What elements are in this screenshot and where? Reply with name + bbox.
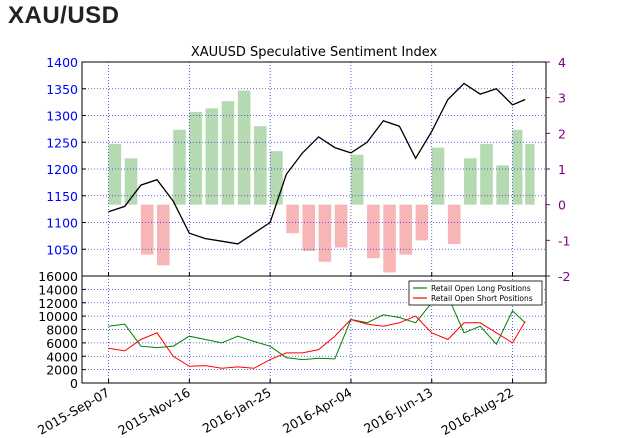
ssi-bar: [334, 204, 348, 248]
ssi-bar: [221, 101, 235, 205]
ssi-tick-label: 0: [558, 198, 566, 213]
ssi-tick-label: 1: [558, 162, 566, 177]
price-tick-label: 1400: [46, 55, 78, 70]
ssi-bar: [205, 108, 219, 205]
ssi-bar: [286, 204, 299, 234]
ssi-bar: [525, 144, 535, 205]
x-tick-label: 2015-Nov-16: [115, 385, 193, 438]
ssi-bar: [173, 129, 186, 205]
x-tick-label: 2015-Sep-07: [35, 385, 112, 438]
price-tick-label: 1050: [46, 242, 78, 257]
positions-tick-label: 4000: [46, 349, 78, 364]
ssi-tick-label: 4: [558, 55, 566, 70]
ssi-tick-label: 3: [558, 91, 566, 106]
short-positions-line: [108, 315, 526, 369]
x-tick-label: 2016-Aug-22: [438, 385, 516, 438]
ssi-bar: [512, 129, 523, 205]
legend-label: Retail Open Short Positions: [431, 294, 533, 303]
x-tick-label: 2016-Jun-13: [361, 385, 435, 436]
price-tick-label: 1300: [46, 109, 78, 124]
positions-tick-label: 6000: [46, 336, 78, 351]
positions-tick-label: 0: [70, 376, 78, 391]
long-positions-line: [108, 295, 526, 361]
positions-tick-label: 16000: [38, 269, 78, 284]
positions-tick-label: 14000: [38, 282, 78, 297]
ssi-tick-label: 2: [558, 126, 566, 141]
ssi-bar: [496, 165, 509, 205]
ssi-bar: [237, 90, 251, 205]
ssi-bar: [189, 111, 202, 205]
price-tick-label: 1250: [46, 135, 78, 150]
positions-tick-label: 10000: [38, 309, 78, 324]
ssi-bar: [447, 204, 461, 244]
ssi-bar: [480, 144, 493, 205]
ssi-bar: [302, 204, 316, 252]
ssi-bar: [157, 204, 170, 266]
price-tick-label: 1350: [46, 82, 78, 97]
ssi-tick-label: -2: [558, 269, 570, 284]
ssi-bar: [253, 126, 267, 205]
ssi-bar: [399, 204, 413, 255]
price-tick-label: 1100: [46, 216, 78, 231]
x-tick-label: 2016-Apr-04: [280, 385, 354, 437]
positions-tick-label: 12000: [38, 296, 78, 311]
ssi-bar: [431, 147, 445, 205]
positions-tick-label: 2000: [46, 363, 78, 378]
ssi-bar: [318, 204, 332, 262]
price-tick-label: 1200: [46, 162, 78, 177]
price-tick-label: 1150: [46, 189, 78, 204]
ssi-bar: [140, 204, 154, 255]
ssi-tick-label: -1: [558, 233, 570, 248]
x-tick-label: 2016-Jan-25: [200, 385, 274, 436]
ssi-bar: [270, 151, 283, 205]
positions-tick-label: 8000: [46, 323, 78, 338]
ssi-bar: [350, 154, 364, 205]
chart-title: XAUUSD Speculative Sentiment Index: [191, 45, 438, 60]
ssi-bar: [464, 158, 477, 205]
legend-label: Retail Open Long Positions: [431, 284, 531, 293]
legend-box: [408, 280, 543, 306]
price-line: [108, 82, 526, 245]
page-title: XAU/USD: [8, 2, 120, 29]
ssi-bar: [367, 204, 380, 259]
ssi-bar: [383, 204, 396, 273]
ssi-bar: [108, 144, 122, 205]
